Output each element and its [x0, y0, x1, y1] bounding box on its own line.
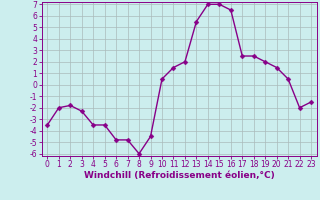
X-axis label: Windchill (Refroidissement éolien,°C): Windchill (Refroidissement éolien,°C) — [84, 171, 275, 180]
